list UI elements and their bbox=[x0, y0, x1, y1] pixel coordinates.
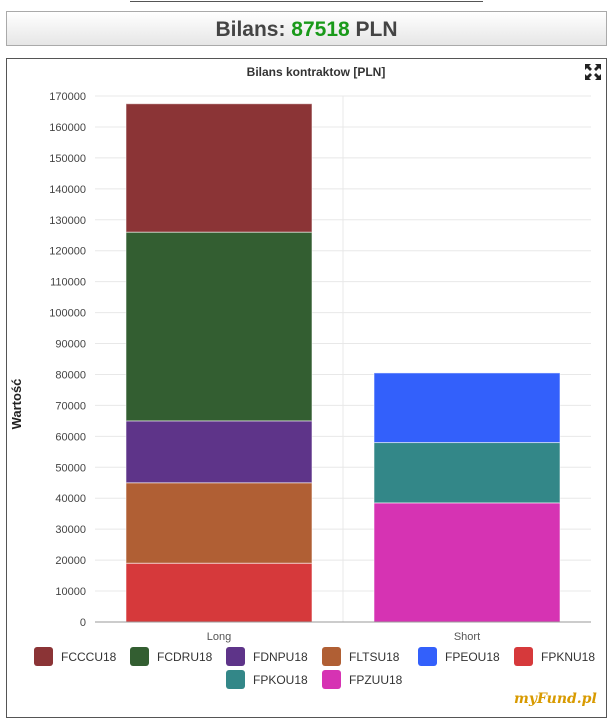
legend-swatch bbox=[322, 670, 341, 689]
axes: 0 10000 20000 30000 40000 50000 60000 70000 8000… bbox=[49, 91, 591, 643]
y-tick-label: 0 bbox=[80, 617, 86, 629]
legend-swatch bbox=[226, 647, 245, 666]
y-tick-label: 30000 bbox=[55, 524, 86, 536]
balance-label: Bilans: bbox=[215, 18, 286, 41]
bar-segment-fpeou18[interactable] bbox=[373, 372, 561, 444]
legend-item[interactable]: FPEOU18 bbox=[418, 647, 500, 666]
legend-swatch bbox=[130, 647, 149, 666]
legend-swatch bbox=[322, 647, 341, 666]
bar-segment-fpzuu18[interactable] bbox=[373, 502, 561, 623]
legend[interactable]: FCCCU18 FCDRU18 FDNPU18 FLTSU18 FPEOU18 FPKNU… bbox=[34, 647, 595, 689]
y-tick-label: 100000 bbox=[49, 308, 86, 320]
balance-currency: PLN bbox=[355, 18, 398, 41]
legend-swatch bbox=[514, 647, 533, 666]
balance-banner: Bilans: 87518 PLN bbox=[6, 11, 607, 46]
legend-swatch bbox=[226, 670, 245, 689]
bar-segment-fpkou18[interactable] bbox=[373, 442, 561, 504]
legend-item[interactable]: FLTSU18 bbox=[322, 647, 400, 666]
legend-label: FDNPU18 bbox=[253, 650, 308, 664]
y-tick-label: 40000 bbox=[55, 493, 86, 505]
y-tick-label: 50000 bbox=[55, 462, 86, 474]
balance-value: 87518 bbox=[291, 18, 350, 41]
x-category-label: Short bbox=[454, 631, 480, 643]
bar-segment-fcdru18[interactable] bbox=[125, 231, 313, 422]
y-tick-label: 20000 bbox=[55, 555, 86, 567]
fullscreen-icon[interactable] bbox=[585, 64, 601, 80]
y-tick-label: 90000 bbox=[55, 339, 86, 351]
y-tick-label: 130000 bbox=[49, 215, 86, 227]
bar-segment-fdnpu18[interactable] bbox=[125, 420, 313, 484]
legend-item[interactable]: FPZUU18 bbox=[322, 670, 403, 689]
y-axis-label: Wartość bbox=[9, 379, 24, 430]
top-divider bbox=[130, 1, 483, 2]
y-tick-label: 160000 bbox=[49, 122, 86, 134]
watermark-logo: myFund.pl bbox=[514, 691, 597, 707]
bar-segment-fpknu18[interactable] bbox=[125, 562, 313, 623]
y-tick-label: 110000 bbox=[50, 277, 86, 289]
y-tick-label: 120000 bbox=[49, 246, 86, 258]
legend-label: FPZUU18 bbox=[349, 673, 403, 687]
legend-item[interactable]: FPKOU18 bbox=[226, 670, 308, 689]
y-tick-label: 60000 bbox=[55, 431, 86, 443]
legend-label: FPKOU18 bbox=[253, 673, 308, 687]
y-tick-label: 170000 bbox=[49, 91, 86, 103]
legend-label: FCCCU18 bbox=[61, 650, 117, 664]
legend-item[interactable]: FPKNU18 bbox=[514, 647, 595, 666]
y-tick-label: 70000 bbox=[55, 400, 86, 412]
chart-title: Bilans kontraktow [PLN] bbox=[247, 65, 386, 79]
legend-label: FPEOU18 bbox=[445, 650, 500, 664]
y-tick-label: 150000 bbox=[49, 153, 86, 165]
legend-swatch bbox=[418, 647, 437, 666]
y-tick-label: 10000 bbox=[55, 586, 86, 598]
bar-segment-fltsu18[interactable] bbox=[125, 482, 313, 564]
bar-segment-fcccu18[interactable] bbox=[125, 103, 313, 233]
legend-item[interactable]: FCCCU18 bbox=[34, 647, 117, 666]
legend-item[interactable]: FDNPU18 bbox=[226, 647, 308, 666]
bars bbox=[125, 103, 561, 623]
legend-label: FLTSU18 bbox=[349, 650, 400, 664]
legend-label: FCDRU18 bbox=[157, 650, 213, 664]
y-tick-label: 140000 bbox=[49, 184, 86, 196]
x-category-label: Long bbox=[207, 631, 231, 643]
legend-item[interactable]: FCDRU18 bbox=[130, 647, 213, 666]
legend-label: FPKNU18 bbox=[541, 650, 595, 664]
y-tick-label: 80000 bbox=[55, 369, 86, 381]
legend-swatch bbox=[34, 647, 53, 666]
